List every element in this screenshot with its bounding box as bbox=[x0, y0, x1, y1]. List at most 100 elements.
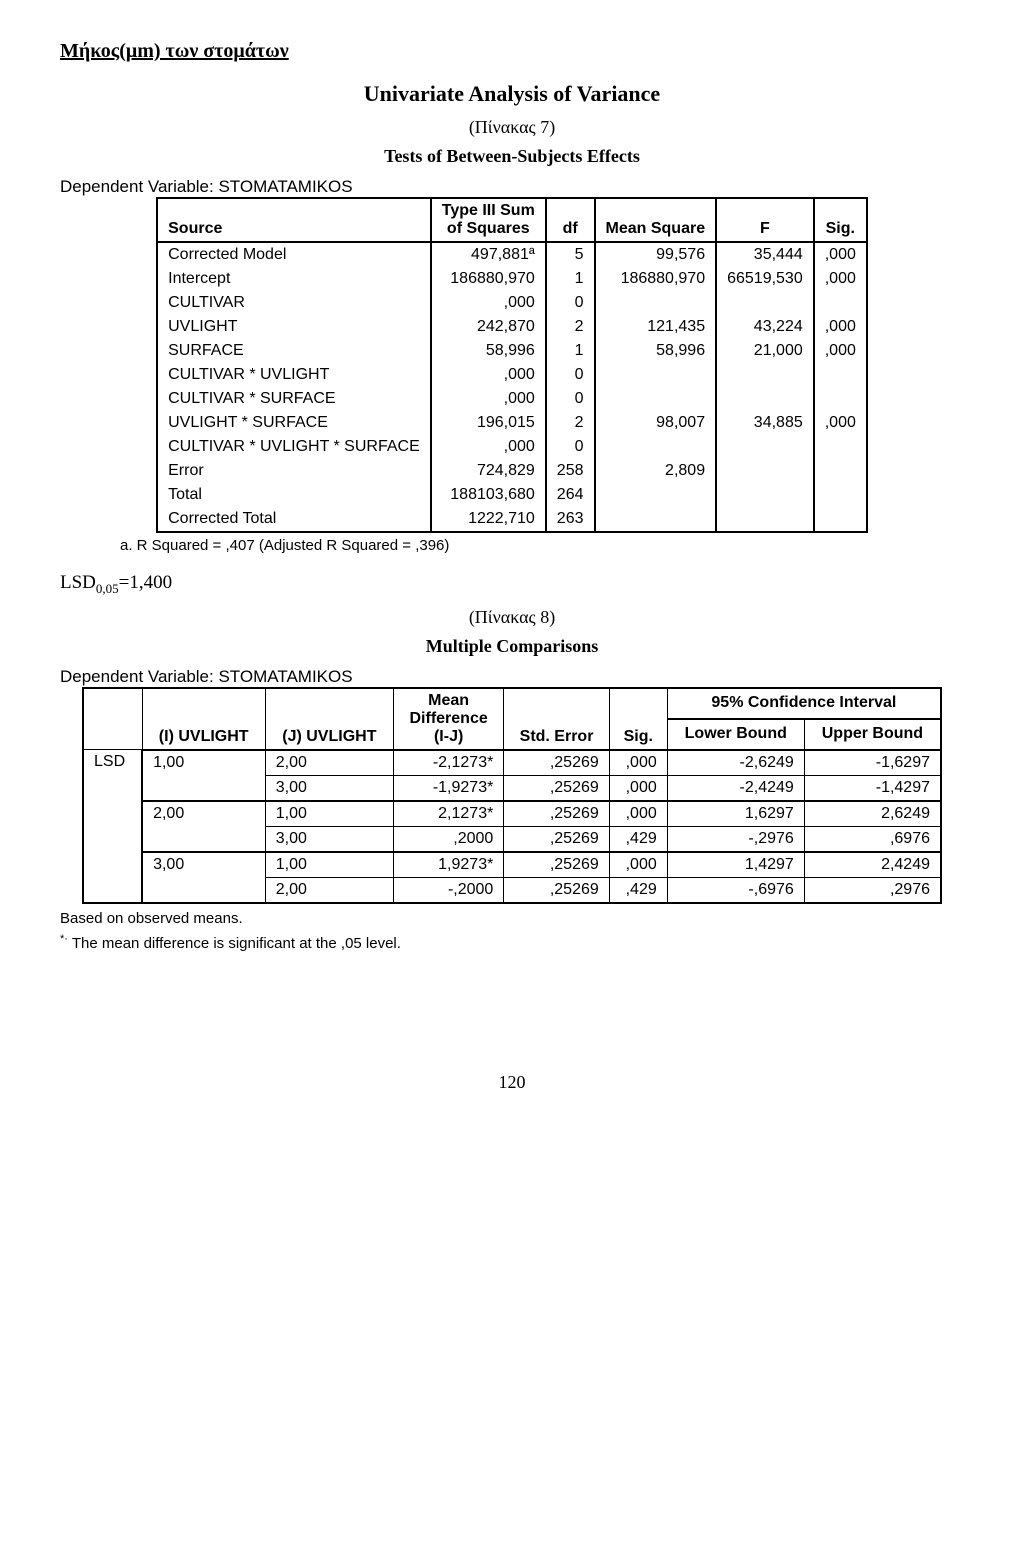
table-cell: 186880,970 bbox=[431, 267, 546, 291]
table-cell: ,000 bbox=[814, 242, 867, 267]
page-number: 120 bbox=[60, 1072, 964, 1093]
table-row: UVLIGHT * SURFACE196,015298,00734,885,00… bbox=[157, 411, 867, 435]
mc-header-sig: Sig. bbox=[609, 688, 667, 750]
table-row: Corrected Total1222,710263 bbox=[157, 507, 867, 532]
table-cell: ,2000 bbox=[393, 826, 503, 852]
section-heading: Univariate Analysis of Variance bbox=[60, 81, 964, 107]
table-cell: ,000 bbox=[814, 339, 867, 363]
lsd-value: LSD0,05=1,400 bbox=[60, 572, 964, 597]
tests-title: Tests of Between-Subjects Effects bbox=[60, 146, 964, 167]
table-cell: 3,00 bbox=[265, 826, 393, 852]
table-cell: 21,000 bbox=[716, 339, 814, 363]
table-row: Error724,8292582,809 bbox=[157, 459, 867, 483]
table-cell bbox=[814, 435, 867, 459]
table-cell: ,25269 bbox=[504, 877, 609, 903]
table-cell: 724,829 bbox=[431, 459, 546, 483]
table-cell bbox=[716, 435, 814, 459]
table-cell: Total bbox=[157, 483, 431, 507]
table-cell: ,000 bbox=[609, 852, 667, 878]
table-cell: ,000 bbox=[431, 363, 546, 387]
table-cell: 1 bbox=[546, 267, 595, 291]
table-cell: 263 bbox=[546, 507, 595, 532]
table-row: CULTIVAR,0000 bbox=[157, 291, 867, 315]
table-row: CULTIVAR * SURFACE,0000 bbox=[157, 387, 867, 411]
table-cell: 98,007 bbox=[595, 411, 717, 435]
table-cell bbox=[814, 291, 867, 315]
table-cell bbox=[595, 291, 717, 315]
mc-header-i: (I) UVLIGHT bbox=[142, 688, 265, 750]
pinakas-7-label: (Πίνακας 7) bbox=[60, 117, 964, 138]
table-cell: 2,809 bbox=[595, 459, 717, 483]
table-cell: 1,6297 bbox=[667, 801, 804, 827]
table-cell: 0 bbox=[546, 387, 595, 411]
multiple-comparisons-title: Multiple Comparisons bbox=[60, 636, 964, 657]
table-cell bbox=[716, 459, 814, 483]
table-cell: Error bbox=[157, 459, 431, 483]
table-cell: 497,881ª bbox=[431, 242, 546, 267]
table-cell bbox=[595, 483, 717, 507]
table-cell bbox=[814, 387, 867, 411]
table-cell: 1,9273* bbox=[393, 852, 503, 878]
table-cell: 34,885 bbox=[716, 411, 814, 435]
table-cell: ,2976 bbox=[804, 877, 941, 903]
table-cell: SURFACE bbox=[157, 339, 431, 363]
table-cell bbox=[716, 483, 814, 507]
table-row: Intercept186880,9701186880,97066519,530,… bbox=[157, 267, 867, 291]
anova-header-sig: Sig. bbox=[814, 198, 867, 242]
table-cell: -,2000 bbox=[393, 877, 503, 903]
mc-header-ub: Upper Bound bbox=[804, 719, 941, 750]
table-cell: ,25269 bbox=[504, 801, 609, 827]
table-cell bbox=[814, 363, 867, 387]
table-cell: -2,6249 bbox=[667, 750, 804, 776]
mc-header-se: Std. Error bbox=[504, 688, 609, 750]
mc-group-label: LSD bbox=[83, 750, 142, 903]
table-cell: 2,1273* bbox=[393, 801, 503, 827]
mc-footnote-1: Based on observed means. bbox=[60, 910, 964, 927]
table-cell: ,25269 bbox=[504, 750, 609, 776]
table-cell: 99,576 bbox=[595, 242, 717, 267]
table-cell: 2,6249 bbox=[804, 801, 941, 827]
table-row: 3,001,001,9273*,25269,0001,42972,4249 bbox=[83, 852, 941, 878]
table-cell bbox=[814, 507, 867, 532]
table-row: Corrected Model497,881ª599,57635,444,000 bbox=[157, 242, 867, 267]
table-cell: CULTIVAR * SURFACE bbox=[157, 387, 431, 411]
table-cell: ,25269 bbox=[504, 852, 609, 878]
table-row: UVLIGHT242,8702121,43543,224,000 bbox=[157, 315, 867, 339]
table-cell: ,000 bbox=[609, 801, 667, 827]
table-cell bbox=[716, 507, 814, 532]
table-cell bbox=[716, 387, 814, 411]
table-cell: -2,1273* bbox=[393, 750, 503, 776]
table-row: SURFACE58,996158,99621,000,000 bbox=[157, 339, 867, 363]
table-cell: ,000 bbox=[431, 387, 546, 411]
table-row: CULTIVAR * UVLIGHT * SURFACE,0000 bbox=[157, 435, 867, 459]
anova-table: Source Type III Sumof Squares df Mean Sq… bbox=[156, 197, 868, 533]
table-cell: 66519,530 bbox=[716, 267, 814, 291]
table-cell: 58,996 bbox=[595, 339, 717, 363]
anova-header-ms: Mean Square bbox=[595, 198, 717, 242]
table-cell: Intercept bbox=[157, 267, 431, 291]
multiple-comparisons-table: (I) UVLIGHT (J) UVLIGHT MeanDifference(I… bbox=[82, 687, 942, 904]
table-cell: -,2976 bbox=[667, 826, 804, 852]
table-cell: CULTIVAR * UVLIGHT bbox=[157, 363, 431, 387]
table-cell: 1 bbox=[546, 339, 595, 363]
table-row: CULTIVAR * UVLIGHT,0000 bbox=[157, 363, 867, 387]
table-cell: 2 bbox=[546, 411, 595, 435]
table-cell: 3,00 bbox=[142, 852, 265, 903]
anova-header-f: F bbox=[716, 198, 814, 242]
mc-header-j: (J) UVLIGHT bbox=[265, 688, 393, 750]
table-cell: ,000 bbox=[431, 291, 546, 315]
table-cell: 2,00 bbox=[265, 750, 393, 776]
table-cell: 264 bbox=[546, 483, 595, 507]
table-cell: -1,4297 bbox=[804, 775, 941, 801]
table-row: LSD1,002,00-2,1273*,25269,000-2,6249-1,6… bbox=[83, 750, 941, 776]
table-cell: ,25269 bbox=[504, 826, 609, 852]
table-cell: CULTIVAR bbox=[157, 291, 431, 315]
table-cell: 3,00 bbox=[265, 775, 393, 801]
table-cell: CULTIVAR * UVLIGHT * SURFACE bbox=[157, 435, 431, 459]
mc-footnote-2: *· The mean difference is significant at… bbox=[60, 933, 964, 952]
table-cell bbox=[716, 291, 814, 315]
table-cell bbox=[595, 363, 717, 387]
table-row: 2,001,002,1273*,25269,0001,62972,6249 bbox=[83, 801, 941, 827]
table-cell: 121,435 bbox=[595, 315, 717, 339]
table-cell: 0 bbox=[546, 291, 595, 315]
